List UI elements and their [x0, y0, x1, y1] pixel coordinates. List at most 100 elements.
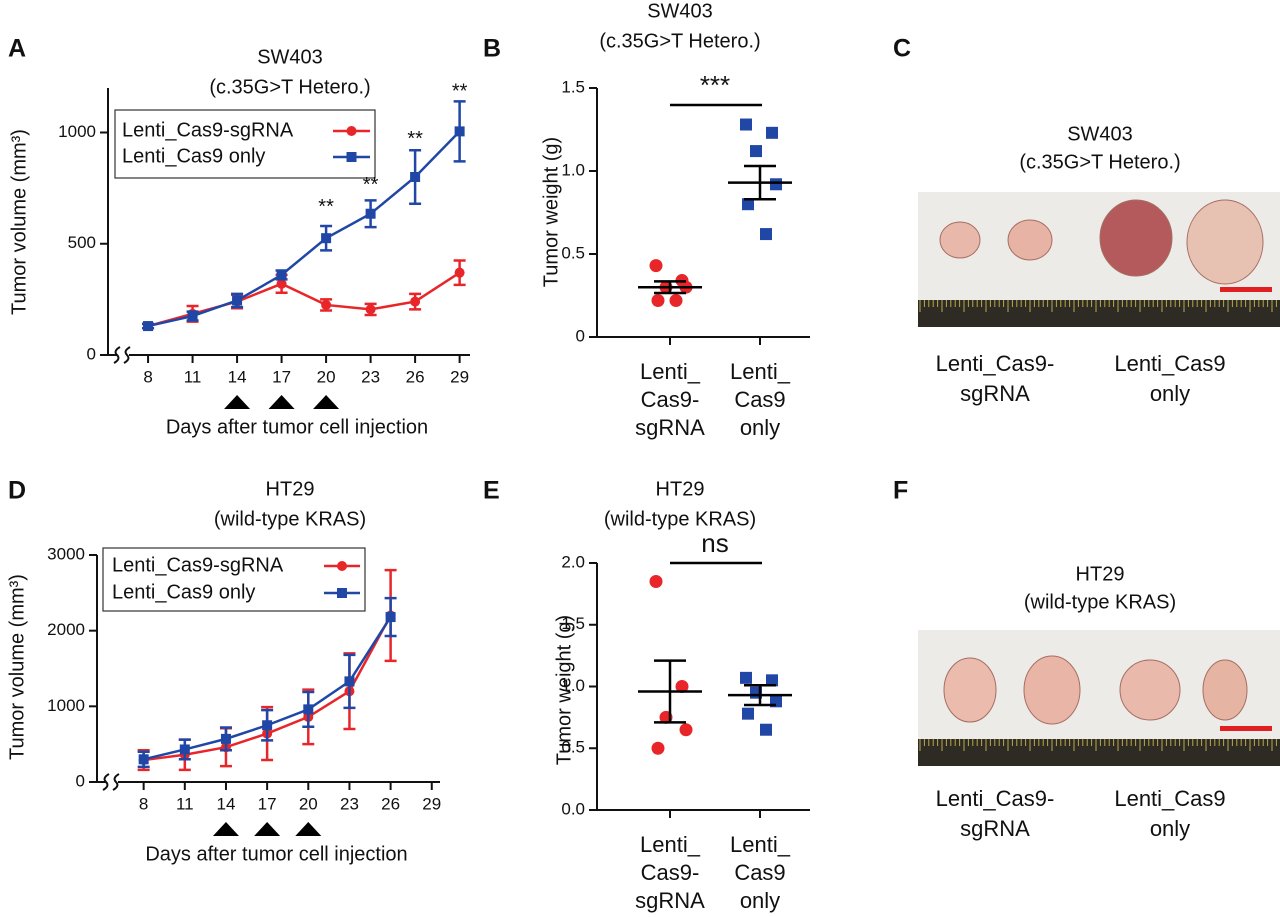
tumor — [1099, 199, 1173, 277]
panel-letter: C — [893, 35, 911, 63]
panel-letter: D — [8, 477, 26, 505]
panel-letter: E — [483, 477, 500, 505]
axis-break — [112, 773, 120, 791]
x-tick-label: 8 — [143, 367, 152, 386]
x-tick-label: 14 — [217, 794, 236, 813]
axis-break — [113, 346, 121, 364]
marker — [321, 299, 332, 310]
y-tick-label: 500 — [68, 233, 96, 252]
marker — [276, 269, 287, 280]
injection-arrow — [295, 822, 322, 836]
marker — [179, 744, 190, 755]
photo-title: SW403 — [1067, 123, 1133, 145]
significance-label: ** — [452, 81, 468, 103]
significance-label: ns — [701, 528, 728, 558]
x-tick-label: 20 — [317, 367, 336, 386]
marker — [220, 733, 231, 744]
marker — [669, 293, 683, 307]
marker — [651, 293, 665, 307]
x-tick-label: 29 — [422, 794, 441, 813]
chart-title: HT29 — [266, 478, 315, 500]
legend-label: Lenti_Cas9 only — [112, 581, 255, 603]
legend-box — [102, 547, 366, 612]
y-tick-label: 0 — [576, 326, 585, 345]
marker — [649, 575, 663, 589]
sem-bar — [654, 659, 686, 724]
x-tick-label: 11 — [176, 794, 194, 813]
marker — [649, 259, 663, 273]
legend-label: Lenti_Cas9-sgRNA — [122, 119, 294, 141]
legend-box — [114, 109, 376, 179]
x-tick-label: 11 — [184, 367, 202, 386]
y-axis-label: Tumor weight (g) — [540, 137, 562, 287]
x-axis-label: Days after tumor cell injection — [166, 416, 428, 438]
marker — [385, 612, 396, 623]
chart-title: SW403 — [647, 0, 713, 22]
photo-label: Lenti_Cas9-sgRNA — [936, 786, 1055, 841]
x-tick-label: 17 — [258, 794, 277, 813]
y-tick-label: 0.5 — [561, 738, 585, 757]
y-tick-label: 1.0 — [561, 160, 585, 179]
photo-subtitle: (wild-type KRAS) — [1024, 591, 1176, 613]
x-tick-label: 8 — [139, 794, 148, 813]
injection-arrow — [254, 822, 281, 836]
panel-letter: B — [483, 35, 501, 63]
y-tick-label: 2000 — [47, 620, 85, 639]
x-tick-label: Lenti_ Cas9 only — [730, 359, 791, 440]
injection-arrow — [268, 395, 295, 409]
marker — [766, 126, 778, 139]
tumor — [1202, 659, 1248, 721]
y-axis-label: Tumor volume (mm³) — [6, 574, 28, 760]
marker — [766, 674, 778, 687]
panel-letter: F — [893, 477, 908, 505]
marker — [742, 198, 754, 211]
marker — [365, 304, 376, 315]
y-tick-label: 2.0 — [561, 552, 585, 571]
x-tick-label: 23 — [340, 794, 359, 813]
x-tick-label: Lenti_ Cas9-sgRNA — [635, 359, 705, 440]
photo-label: Lenti_Cas9 only — [1114, 351, 1225, 406]
photo-subtitle: (c.35G>T Hetero.) — [1019, 151, 1180, 173]
y-tick-label: 1.5 — [561, 614, 585, 633]
chart-subtitle: (c.35G>T Hetero.) — [209, 76, 370, 98]
marker — [187, 311, 198, 322]
tumor — [1023, 655, 1081, 725]
marker — [303, 704, 314, 715]
tumor — [1007, 219, 1053, 261]
sem-bar — [744, 684, 776, 707]
x-tick-label: 26 — [406, 367, 425, 386]
significance-label: ** — [407, 128, 423, 150]
marker — [232, 295, 243, 306]
marker — [679, 723, 693, 737]
legend-marker — [346, 126, 357, 136]
marker — [143, 321, 154, 332]
legend-label: Lenti_Cas9 only — [122, 145, 265, 167]
marker — [760, 228, 772, 241]
chart-title: SW403 — [257, 46, 323, 68]
photo-label: Lenti_Cas9 only — [1114, 786, 1225, 841]
series-line — [147, 130, 461, 328]
significance-label: *** — [700, 70, 730, 100]
y-tick-label: 0 — [76, 771, 85, 790]
tumor — [1119, 659, 1181, 721]
y-tick-label: 1.5 — [561, 77, 585, 96]
marker — [740, 118, 752, 131]
chart-subtitle: (c.35G>T Hetero.) — [599, 30, 760, 52]
chart-subtitle: (wild-type KRAS) — [604, 508, 756, 530]
x-tick-label: 26 — [381, 794, 400, 813]
marker — [675, 680, 689, 693]
photo-label: Lenti_Cas9-sgRNA — [936, 351, 1055, 406]
marker — [770, 178, 782, 191]
marker — [138, 754, 149, 765]
x-axis-label: Days after tumor cell injection — [145, 843, 407, 865]
significance-label: ** — [318, 196, 334, 218]
marker — [760, 723, 772, 736]
y-tick-label: 0.5 — [561, 243, 585, 262]
y-tick-label: 1000 — [58, 122, 96, 141]
y-tick-label: 1.0 — [561, 676, 585, 695]
legend-marker — [337, 588, 347, 598]
marker — [410, 172, 421, 182]
scale-bar — [1220, 726, 1272, 731]
marker — [742, 707, 754, 720]
marker — [454, 126, 465, 137]
